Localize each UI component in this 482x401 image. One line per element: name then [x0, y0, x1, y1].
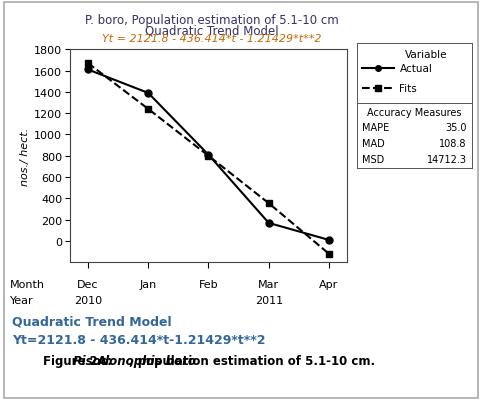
Text: Yt = 2121.8 - 436.414*t - 1.21429*t**2: Yt = 2121.8 - 436.414*t - 1.21429*t**2	[102, 34, 322, 44]
Text: Mar: Mar	[258, 280, 279, 290]
Text: Jan: Jan	[140, 280, 157, 290]
Text: Accuracy Measures: Accuracy Measures	[367, 107, 462, 117]
Text: Year: Year	[10, 296, 33, 306]
Text: Apr: Apr	[320, 280, 338, 290]
Text: MAPE: MAPE	[362, 122, 390, 132]
Text: Pisodonophis boro: Pisodonophis boro	[73, 354, 196, 367]
Text: P. boro, Population estimation of 5.1-10 cm: P. boro, Population estimation of 5.1-10…	[85, 14, 339, 27]
Text: Dec: Dec	[77, 280, 99, 290]
Text: MAD: MAD	[362, 139, 385, 148]
Text: Quadratic Trend Model: Quadratic Trend Model	[12, 315, 172, 328]
Text: 2011: 2011	[254, 296, 283, 306]
Text: , population estimation of 5.1-10 cm.: , population estimation of 5.1-10 cm.	[129, 354, 375, 367]
Text: Yt=2121.8 - 436.414*t-1.21429*t**2: Yt=2121.8 - 436.414*t-1.21429*t**2	[12, 333, 266, 346]
Text: Quadratic Trend Model: Quadratic Trend Model	[145, 24, 279, 37]
Text: 2010: 2010	[74, 296, 102, 306]
Text: Feb: Feb	[199, 280, 218, 290]
Text: 14712.3: 14712.3	[427, 155, 467, 165]
Text: Figure 2A:: Figure 2A:	[43, 354, 117, 367]
Text: 108.8: 108.8	[439, 139, 467, 148]
Y-axis label: nos./ hect.: nos./ hect.	[20, 128, 30, 185]
Text: Actual: Actual	[400, 64, 432, 74]
Text: Month: Month	[10, 280, 45, 290]
Text: Variable: Variable	[405, 51, 447, 60]
Text: 35.0: 35.0	[445, 122, 467, 132]
Text: Fits: Fits	[400, 84, 417, 94]
Text: MSD: MSD	[362, 155, 385, 165]
